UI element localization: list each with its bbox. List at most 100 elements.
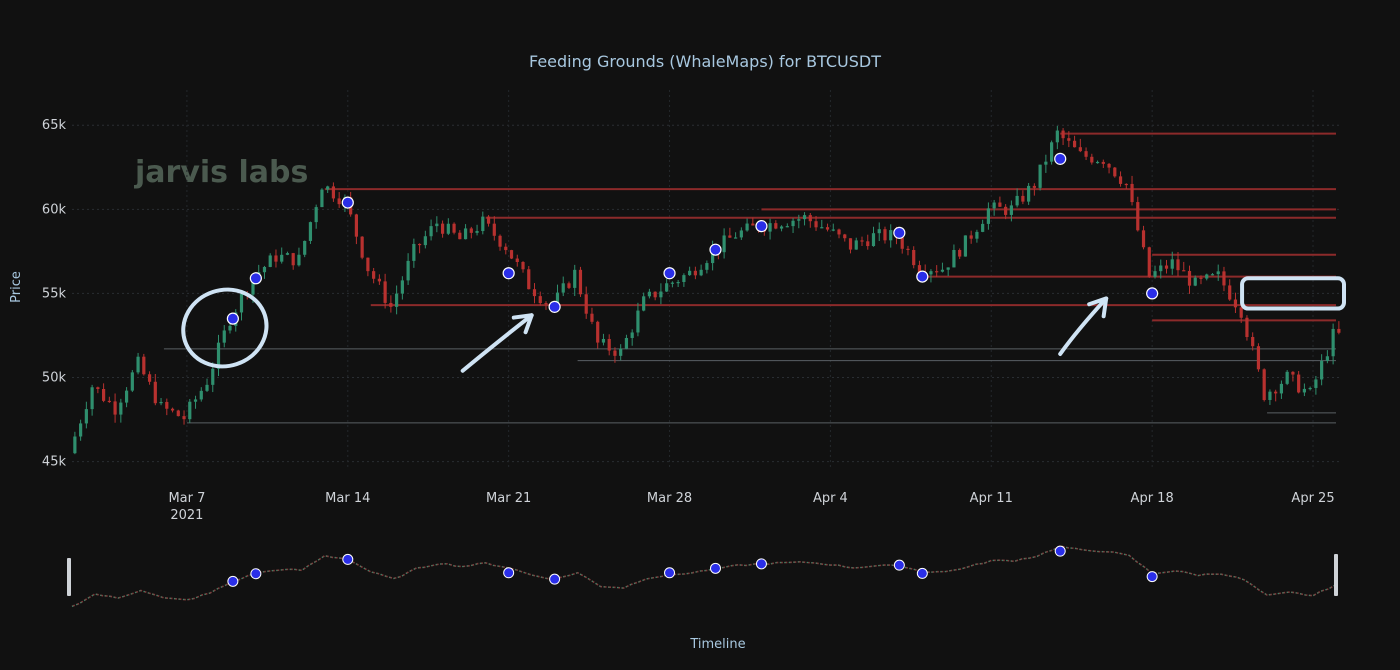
candle-body bbox=[739, 230, 743, 238]
candle-body bbox=[958, 249, 962, 257]
candle-body bbox=[1176, 259, 1180, 271]
candle-body bbox=[705, 263, 709, 270]
whale-marker[interactable] bbox=[663, 267, 676, 280]
whale-marker[interactable] bbox=[249, 272, 262, 285]
candle-body bbox=[360, 236, 364, 258]
candle-body bbox=[463, 228, 468, 240]
candle-body bbox=[239, 294, 244, 313]
candle-body bbox=[354, 214, 358, 237]
gridlines bbox=[72, 90, 1340, 470]
candle-body bbox=[998, 202, 1002, 207]
x-tick-year-label: 2021 bbox=[170, 508, 203, 523]
candle-body bbox=[688, 270, 692, 276]
candle-body bbox=[102, 388, 106, 401]
candle-body bbox=[1032, 185, 1036, 188]
candle-body bbox=[113, 401, 117, 415]
candle-body bbox=[768, 223, 772, 232]
whale-marker[interactable] bbox=[755, 220, 768, 233]
candle-body bbox=[802, 215, 807, 220]
candle-body bbox=[831, 229, 835, 231]
whale-marker[interactable] bbox=[341, 196, 354, 209]
candle-body bbox=[383, 281, 387, 303]
candle-body bbox=[1285, 371, 1289, 384]
candle-body bbox=[1308, 387, 1312, 390]
candle-body bbox=[452, 223, 456, 233]
whale-marker[interactable] bbox=[502, 267, 515, 280]
candle-body bbox=[963, 235, 968, 257]
candle-body bbox=[1182, 270, 1186, 272]
annotation-arrow bbox=[1058, 296, 1109, 356]
candle-body bbox=[992, 202, 996, 209]
range-slider-marker bbox=[755, 558, 767, 570]
candle-body bbox=[389, 302, 393, 307]
candle-body bbox=[84, 409, 88, 424]
candle-body bbox=[1084, 151, 1088, 157]
range-slider-line bbox=[71, 545, 1337, 608]
y-tick-label: 50k bbox=[42, 371, 67, 386]
range-slider-marker bbox=[549, 573, 561, 585]
candle-body bbox=[699, 269, 703, 276]
candle-body bbox=[331, 186, 336, 199]
candle-body bbox=[734, 237, 738, 239]
range-slider-marker bbox=[1146, 571, 1158, 583]
candle-body bbox=[1314, 379, 1318, 388]
candle-body bbox=[1095, 161, 1100, 164]
range-slider-handle-right[interactable] bbox=[1334, 554, 1338, 596]
candle-body bbox=[532, 289, 537, 297]
candle-body bbox=[808, 215, 812, 222]
candle-body bbox=[521, 262, 525, 270]
candle-body bbox=[199, 390, 203, 400]
candle-body bbox=[1210, 274, 1215, 276]
candle-body bbox=[935, 271, 939, 273]
candle-body bbox=[90, 387, 94, 410]
whale-marker[interactable] bbox=[893, 226, 906, 239]
range-slider[interactable] bbox=[67, 545, 1338, 608]
candle-body bbox=[1222, 271, 1226, 286]
candle-body bbox=[222, 330, 226, 343]
candle-body bbox=[1245, 317, 1249, 338]
candle-body bbox=[1199, 277, 1203, 279]
candle-body bbox=[498, 235, 502, 247]
candle-body bbox=[797, 219, 801, 221]
candle-body bbox=[1228, 285, 1232, 300]
candle-body bbox=[1320, 360, 1324, 380]
candle-body bbox=[1118, 176, 1123, 184]
candle-body bbox=[607, 338, 611, 351]
whale-marker[interactable] bbox=[1054, 152, 1067, 165]
candle-body bbox=[291, 253, 295, 266]
candle-body bbox=[274, 255, 278, 262]
whale-marker[interactable] bbox=[226, 312, 239, 325]
range-slider-marker bbox=[503, 567, 515, 579]
whale-marker[interactable] bbox=[916, 270, 929, 283]
candle-body bbox=[981, 223, 985, 232]
range-slider-marker bbox=[250, 568, 262, 580]
candle-body bbox=[1297, 374, 1301, 393]
candle-body bbox=[1325, 356, 1329, 361]
range-slider-marker bbox=[893, 559, 905, 571]
candle-body bbox=[969, 235, 973, 239]
candle-body bbox=[1113, 167, 1117, 177]
candle-body bbox=[412, 243, 416, 261]
whale-marker[interactable] bbox=[548, 300, 561, 313]
candle-body bbox=[79, 423, 83, 437]
candle-body bbox=[877, 229, 881, 234]
candle-body bbox=[73, 436, 77, 454]
y-tick-label: 60k bbox=[42, 202, 67, 217]
range-slider-handle-left[interactable] bbox=[67, 558, 71, 596]
x-tick-label: Mar 14 bbox=[325, 491, 370, 506]
whale-marker[interactable] bbox=[1146, 287, 1159, 300]
candle-body bbox=[147, 374, 152, 382]
candle-body bbox=[986, 208, 990, 224]
range-slider-line-up bbox=[71, 545, 1337, 607]
whale-marker[interactable] bbox=[709, 243, 722, 256]
candle-body bbox=[883, 229, 887, 241]
candle-body bbox=[193, 399, 198, 402]
candle-body bbox=[1268, 391, 1272, 401]
x-tick-label: Mar 28 bbox=[647, 491, 692, 506]
candle-body bbox=[917, 265, 922, 273]
y-tick-label: 45k bbox=[42, 455, 67, 470]
candle-body bbox=[745, 223, 749, 231]
chart-title: Feeding Grounds (WhaleMaps) for BTCUSDT bbox=[529, 52, 881, 71]
x-tick-label: Mar 7 bbox=[168, 491, 205, 506]
candle-body bbox=[486, 216, 491, 224]
